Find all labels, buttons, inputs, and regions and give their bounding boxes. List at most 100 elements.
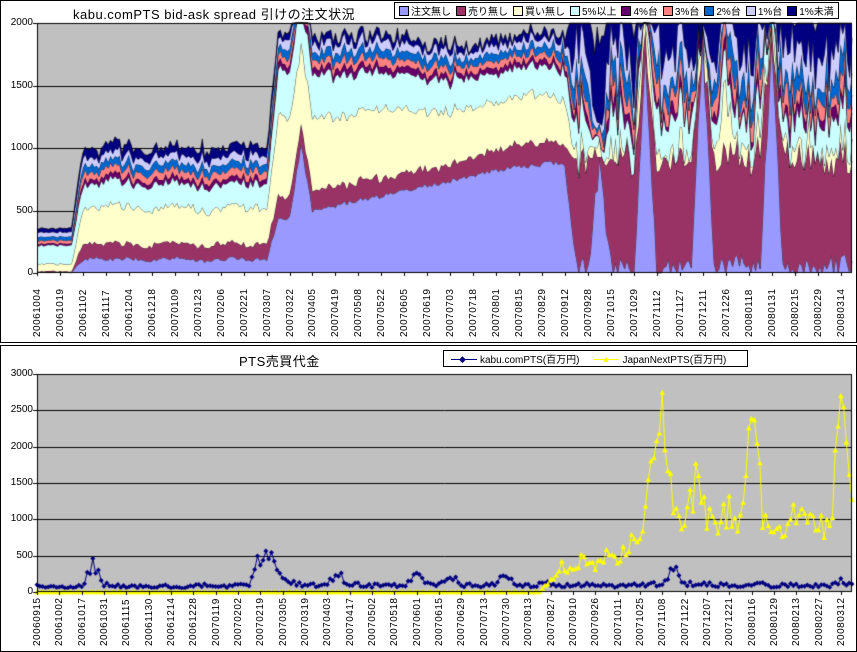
x-axis-tick-label: 20071127 bbox=[674, 289, 686, 337]
x-axis-tick-label: 20070629 bbox=[456, 597, 468, 647]
diamond-marker-icon: ◆ bbox=[459, 353, 466, 364]
x-axis-tick-label: 20070601 bbox=[411, 597, 423, 647]
x-axis-tick-label: 20071108 bbox=[657, 598, 669, 646]
x-axis-tick-label: 20071112 bbox=[651, 289, 663, 337]
x-axis-tick-label: 20070322 bbox=[284, 288, 296, 338]
legend-line-sample: ▲ bbox=[593, 353, 620, 364]
y-axis-tick-label: 500 bbox=[16, 204, 33, 216]
x-axis-tick-label: 20071211 bbox=[697, 289, 709, 337]
x-axis-tick-label: 20061214 bbox=[165, 597, 177, 647]
bid-ask-spread-chart-panel: kabu.comPTS bid-ask spread 引けの注文状況 注文無し 売… bbox=[0, 0, 857, 343]
x-axis-tick-label: 20070119 bbox=[210, 598, 222, 646]
legend-swatch bbox=[662, 5, 673, 16]
legend-swatch bbox=[456, 5, 466, 16]
x-axis-tick-label: 20070202 bbox=[232, 597, 244, 647]
y-axis-tick-label: 1000 bbox=[10, 142, 33, 153]
x-axis-tick-label: 20061218 bbox=[146, 288, 158, 338]
legend-item: 売り無し bbox=[456, 3, 508, 18]
legend-line-sample: ◆ bbox=[451, 354, 477, 364]
x-axis-tick-label: 20061017 bbox=[76, 597, 88, 647]
x-axis-tick-label: 20070219 bbox=[255, 597, 267, 647]
pts-volume-chart-canvas bbox=[1, 346, 856, 651]
x-axis-tick-label: 20070928 bbox=[582, 288, 594, 338]
y-axis-tick-label: 3000 bbox=[10, 368, 33, 379]
x-axis-tick-label: 20070912 bbox=[560, 288, 572, 338]
x-axis-tick-label: 20071221 bbox=[724, 597, 736, 647]
x-axis-tick-label: 20070123 bbox=[192, 288, 204, 338]
bid-ask-chart-legend: 注文無し 売り無し 買い無し 5%以上 4%台 3%台 2%台 1%台 1%未満 bbox=[394, 2, 839, 19]
legend-item: 4%台 bbox=[621, 3, 658, 18]
x-axis-tick-label: 20070718 bbox=[468, 288, 480, 338]
x-axis-tick-label: 20071025 bbox=[634, 597, 646, 647]
legend-label: JapanNextPTS(百万円) bbox=[622, 355, 727, 366]
x-axis-tick-label: 20061002 bbox=[54, 597, 66, 647]
x-axis-tick-label: 20071029 bbox=[628, 288, 640, 338]
y-axis-tick-label: 2000 bbox=[10, 17, 33, 28]
legend-label: 売り無し bbox=[468, 7, 508, 18]
legend-line bbox=[593, 358, 620, 360]
x-axis-tick-label: 20070417 bbox=[344, 597, 356, 647]
x-axis-tick-label: 20070502 bbox=[366, 597, 378, 647]
x-axis-tick-label: 20070815 bbox=[514, 288, 526, 338]
x-axis-tick-label: 20060915 bbox=[32, 597, 43, 647]
legend-item: 3%台 bbox=[662, 3, 699, 18]
y-axis-tick-label: 1500 bbox=[10, 79, 33, 91]
y-axis-tick-label: 2000 bbox=[10, 440, 33, 452]
x-axis-tick-label: 20061031 bbox=[98, 597, 110, 647]
x-axis-tick-label: 20070926 bbox=[590, 597, 602, 647]
x-axis-tick-label: 20070829 bbox=[537, 288, 549, 338]
legend-item: 注文無し bbox=[399, 3, 451, 18]
x-axis-tick-label: 20070403 bbox=[322, 597, 334, 647]
x-axis-tick-label: 20080215 bbox=[789, 288, 801, 338]
x-axis-tick-label: 20061228 bbox=[188, 597, 200, 647]
legend-swatch bbox=[787, 5, 798, 16]
legend-item: 1%台 bbox=[745, 3, 783, 18]
legend-line bbox=[451, 358, 477, 360]
x-axis-tick-label: 20070605 bbox=[399, 288, 411, 338]
y-axis-tick-label: 0 bbox=[27, 267, 33, 278]
x-axis-tick-label: 20080213 bbox=[791, 597, 803, 647]
pts-volume-chart-panel: PTS売買代金 ◆ kabu.comPTS(百万円) ▲ JapanNextPTS(百… bbox=[0, 345, 857, 652]
x-axis-tick-label: 20061204 bbox=[123, 288, 135, 338]
legend-item: 1%未満 bbox=[787, 3, 834, 18]
x-axis-tick-label: 20070518 bbox=[389, 597, 401, 647]
triangle-marker-icon: ▲ bbox=[601, 353, 611, 364]
y-axis-tick-label: 500 bbox=[16, 549, 33, 561]
legend-label: 1%台 bbox=[757, 7, 783, 18]
legend-label: 2%台 bbox=[716, 7, 741, 18]
legend-swatch bbox=[621, 5, 632, 16]
pts-volume-chart-legend: ◆ kabu.comPTS(百万円) ▲ JapanNextPTS(百万円) bbox=[443, 350, 749, 367]
x-axis-tick-label: 20070813 bbox=[523, 597, 535, 647]
legend-swatch bbox=[399, 5, 409, 16]
legend-label: 5%以上 bbox=[582, 7, 617, 18]
x-axis-tick-label: 20061019 bbox=[54, 288, 66, 338]
pts-volume-chart-title: PTS売買代金 bbox=[239, 354, 320, 369]
legend-label: 買い無し bbox=[525, 7, 565, 18]
x-axis-tick-label: 20080116 bbox=[746, 598, 758, 646]
x-axis-tick-label: 20070703 bbox=[445, 288, 457, 338]
x-axis-tick-label: 20070419 bbox=[330, 288, 342, 338]
x-axis-tick-label: 20080131 bbox=[766, 288, 778, 338]
x-axis-tick-label: 20070305 bbox=[277, 597, 289, 647]
x-axis-tick-label: 20061004 bbox=[32, 288, 43, 338]
x-axis-tick-label: 20061115 bbox=[121, 598, 133, 646]
x-axis-tick-label: 20080129 bbox=[768, 597, 780, 647]
x-axis-tick-label: 20070307 bbox=[261, 288, 273, 338]
x-axis-tick-label: 20070522 bbox=[376, 288, 388, 338]
legend-swatch bbox=[745, 5, 756, 16]
x-axis-tick-label: 20070109 bbox=[169, 288, 181, 338]
x-axis-tick-label: 20070206 bbox=[215, 288, 227, 338]
x-axis-tick-label: 20080314 bbox=[835, 288, 847, 338]
y-axis-tick-label: 1500 bbox=[10, 477, 33, 488]
legend-swatch bbox=[513, 5, 523, 16]
x-axis-tick-label: 20070827 bbox=[545, 597, 557, 647]
x-axis-tick-label: 20071207 bbox=[701, 597, 713, 647]
x-axis-tick-label: 20070801 bbox=[491, 288, 503, 338]
x-axis-tick-label: 20070730 bbox=[500, 597, 512, 647]
x-axis-tick-label: 20061130 bbox=[143, 598, 155, 646]
y-axis-tick-label: 0 bbox=[27, 586, 33, 597]
x-axis-tick-label: 20070405 bbox=[307, 288, 319, 338]
legend-item: 2%台 bbox=[704, 3, 741, 18]
x-axis-tick-label: 20071122 bbox=[679, 598, 691, 646]
